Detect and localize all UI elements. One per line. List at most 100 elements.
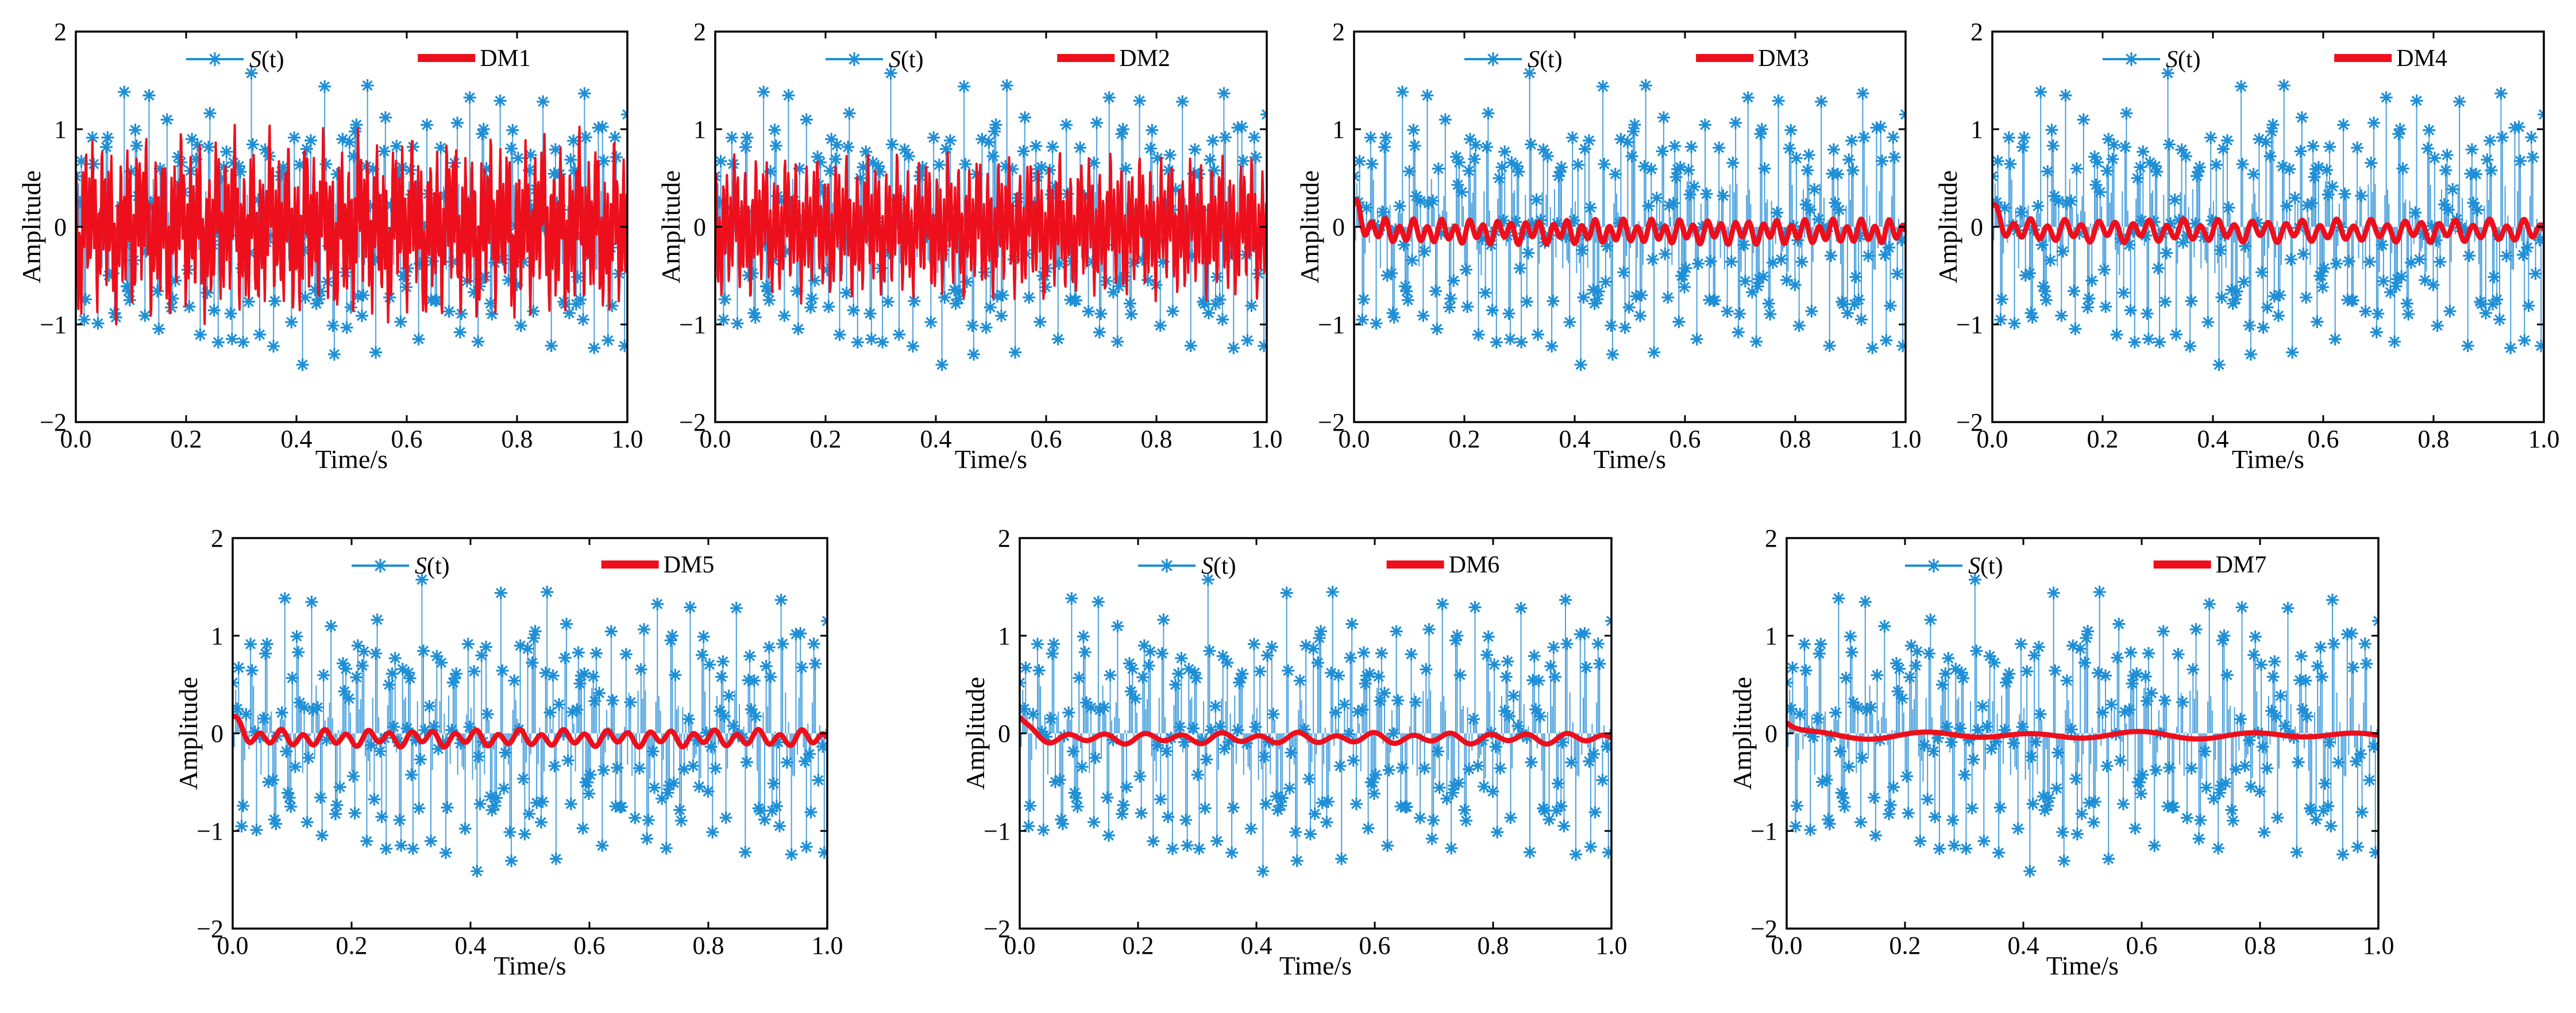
mode-line-dm6: [1020, 715, 1611, 747]
y-tick-label: −1: [40, 311, 67, 339]
y-tick-label: −1: [1750, 817, 1777, 845]
x-tick-label: 0.6: [391, 425, 423, 453]
x-tick-label: 0.4: [1241, 931, 1272, 960]
x-tick-label: 0.0: [60, 425, 92, 453]
legend-signal-star: [208, 52, 222, 66]
signal-star-markers: [1354, 67, 1906, 372]
legend-signal-label: S(t): [1528, 47, 1563, 73]
y-tick-label: 1: [211, 622, 223, 650]
x-tick-label: 0.6: [2126, 931, 2158, 960]
y-tick-label: −1: [679, 311, 706, 339]
x-axis-title: Time/s: [493, 951, 566, 980]
plot-area: [1992, 67, 2544, 372]
y-tick-label: 2: [211, 524, 223, 552]
legend-signal-star: [373, 559, 387, 573]
panel-dm5: 0.0 0.2 0.4 0.6 0.8 1.0 2 1 0 −1 −2 Time/s Amplitude…: [173, 524, 843, 980]
x-tick-label: 0.4: [455, 931, 487, 960]
y-tick-label: −2: [40, 408, 67, 436]
x-tick-label: 0.8: [693, 931, 724, 960]
y-axis-title: Amplitude: [17, 171, 46, 284]
mode-line-dm2: [715, 151, 1267, 305]
x-tick-label: 0.8: [1780, 425, 1811, 453]
plot-area: [233, 573, 827, 878]
y-tick-label: 0: [1332, 213, 1345, 241]
legend-signal-star: [1160, 559, 1174, 573]
legend-mode-label: DM6: [1449, 552, 1500, 578]
x-tick-label: 1.0: [1596, 931, 1628, 960]
y-axis-title: Amplitude: [656, 171, 685, 284]
x-tick-label: 0.8: [2418, 425, 2450, 453]
panel-dm3: 0.0 0.2 0.4 0.6 0.8 1.0 2 1 0 −1 −2 Time/s Amplitude…: [1295, 18, 1922, 474]
x-tick-label: 1.0: [1890, 425, 1922, 453]
mode-line-dm5: [233, 713, 827, 750]
legend-mode-label: DM1: [480, 45, 531, 72]
y-tick-label: 2: [1765, 524, 1777, 552]
x-tick-label: 0.2: [2087, 425, 2119, 453]
legend-signal-label: S(t): [889, 47, 924, 73]
x-tick-label: 0.4: [281, 425, 313, 453]
x-tick-label: 0.6: [1031, 425, 1062, 453]
x-tick-label: 1.0: [1251, 425, 1283, 453]
legend-mode-label: DM5: [664, 552, 715, 578]
x-tick-label: 0.8: [2245, 931, 2276, 960]
y-tick-label: 1: [998, 622, 1011, 650]
x-axis-title: Time/s: [2232, 444, 2304, 474]
legend-signal-label: S(t): [1201, 553, 1236, 579]
x-axis-title: Time/s: [955, 444, 1027, 474]
x-tick-label: 0.2: [810, 425, 842, 453]
y-tick-label: 2: [1970, 18, 1983, 46]
legend-signal-label: S(t): [1968, 553, 2003, 579]
y-tick-label: 1: [693, 115, 706, 144]
x-tick-label: 0.0: [1977, 425, 2008, 453]
x-axis-title: Time/s: [1279, 951, 1352, 980]
y-axis-title: Amplitude: [1933, 171, 1962, 284]
x-tick-label: 0.6: [1359, 931, 1391, 960]
x-tick-label: 0.6: [1669, 425, 1701, 453]
legend-signal-label: S(t): [2166, 47, 2201, 73]
legend-mode-label: DM2: [1119, 45, 1170, 72]
legend-signal-star: [1927, 559, 1941, 573]
panel-dm2: 0.0 0.2 0.4 0.6 0.8 1.0 2 1 0 −1 −2 Time/s Amplitude…: [656, 18, 1283, 474]
y-tick-label: −1: [1956, 311, 1983, 339]
plot-area: [1020, 573, 1611, 878]
x-tick-label: 0.4: [920, 425, 952, 453]
x-tick-label: 1.0: [612, 425, 643, 453]
x-tick-label: 0.2: [171, 425, 202, 453]
y-tick-label: −2: [1956, 408, 1983, 436]
y-tick-label: 0: [1970, 213, 1983, 241]
mode-line-dm7: [1787, 720, 2378, 742]
panel-dm4: 0.0 0.2 0.4 0.6 0.8 1.0 2 1 0 −1 −2 Time/s Amplitude…: [1933, 18, 2560, 474]
x-axis-title: Time/s: [315, 444, 388, 474]
panel-dm6: 0.0 0.2 0.4 0.6 0.8 1.0 2 1 0 −1 −2 Time/s Amplitude…: [961, 524, 1628, 980]
x-tick-label: 0.0: [217, 931, 249, 960]
y-tick-label: −2: [1750, 915, 1777, 943]
y-tick-label: −1: [1318, 311, 1345, 339]
y-tick-label: 1: [54, 115, 67, 144]
mode-line-dm3: [1354, 196, 1906, 248]
x-tick-label: 0.4: [1559, 425, 1591, 453]
legend-signal-label: S(t): [249, 47, 284, 73]
y-tick-label: −2: [1318, 408, 1345, 436]
y-tick-label: 0: [1765, 720, 1777, 748]
x-tick-label: 1.0: [2528, 425, 2560, 453]
x-tick-label: 1.0: [2363, 931, 2394, 960]
signal-star-markers: [1787, 573, 2378, 878]
x-tick-label: 0.2: [1123, 931, 1154, 960]
x-tick-label: 0.0: [1339, 425, 1370, 453]
x-tick-label: 1.0: [812, 931, 843, 960]
y-tick-label: −2: [196, 915, 223, 943]
y-tick-label: 2: [998, 524, 1011, 552]
y-tick-label: 2: [1332, 18, 1345, 46]
x-tick-label: 0.0: [700, 425, 731, 453]
x-tick-label: 0.2: [336, 931, 368, 960]
mode-line-dm1: [76, 123, 627, 326]
mode-line-dm4: [1992, 202, 2544, 245]
y-tick-label: 2: [54, 18, 67, 46]
panel-dm7: 0.0 0.2 0.4 0.6 0.8 1.0 2 1 0 −1 −2 Time/s Amplitude…: [1727, 524, 2394, 980]
legend-signal-star: [2124, 52, 2138, 66]
y-axis-title: Amplitude: [1295, 171, 1324, 284]
x-tick-label: 0.8: [1141, 425, 1173, 453]
x-tick-label: 0.0: [1771, 931, 1803, 960]
y-tick-label: −1: [984, 817, 1011, 845]
legend-mode-label: DM4: [2396, 45, 2447, 72]
